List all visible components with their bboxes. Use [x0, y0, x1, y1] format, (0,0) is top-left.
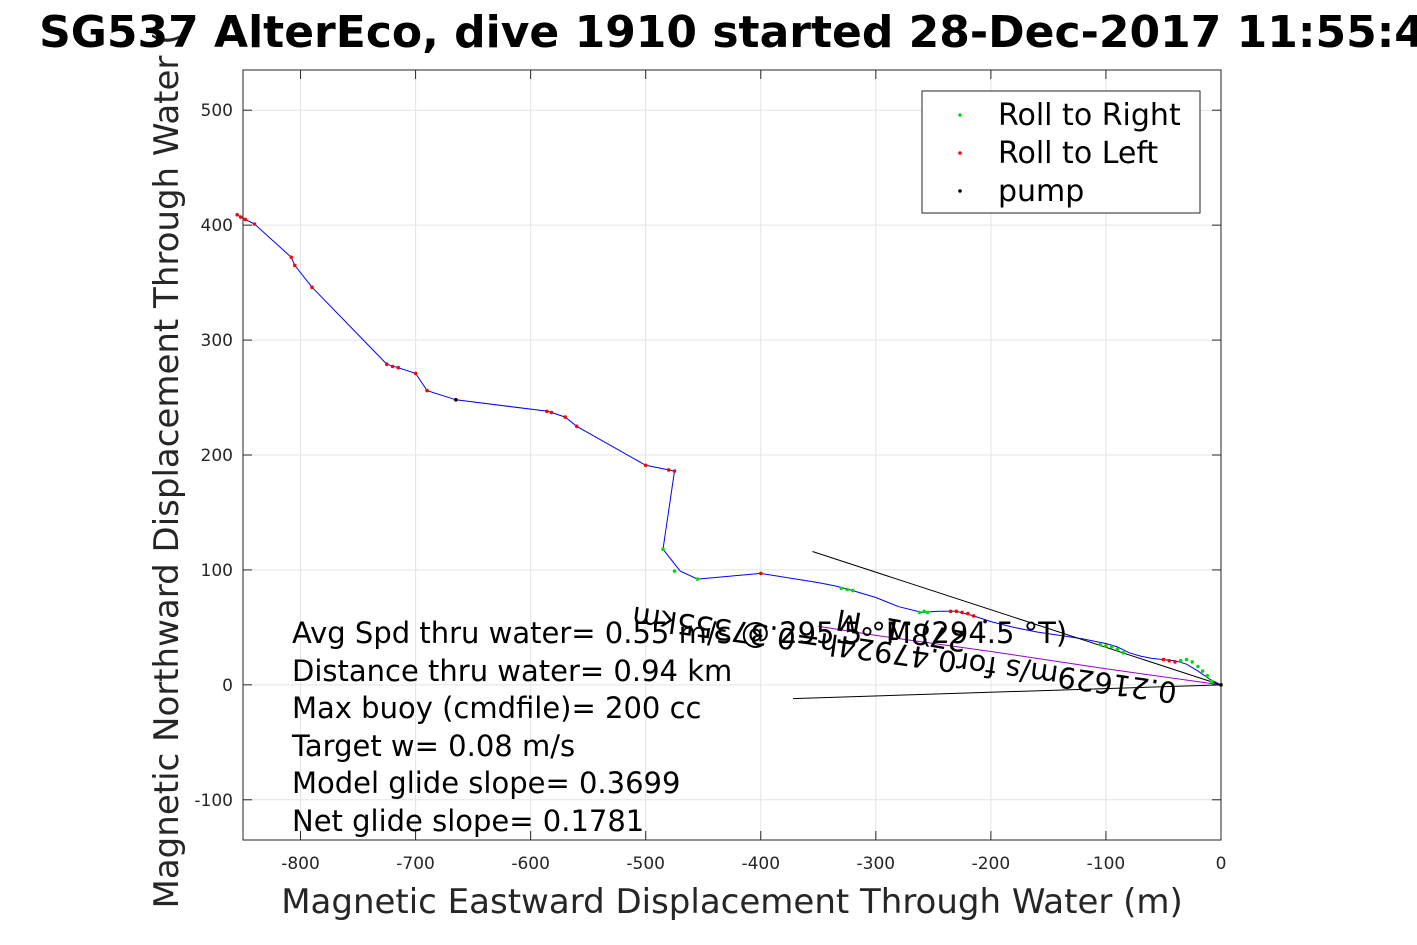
roll-to-left-point [549, 410, 554, 415]
legend-label-roll-left: Roll to Left [998, 136, 1158, 171]
roll-to-left-point [425, 388, 429, 393]
legend-label-pump: pump [998, 174, 1084, 209]
roll-to-left-point [310, 285, 314, 290]
roll-to-left-point [574, 424, 579, 429]
x-tick-label: -600 [511, 854, 550, 874]
y-tick-label: 0 [222, 676, 233, 696]
roll-to-left-point [390, 364, 395, 369]
reference-line-1-line [818, 625, 1222, 686]
roll-to-left-point [563, 415, 567, 419]
legend-label-roll-right: Roll to Right [998, 98, 1181, 133]
y-tick-label: 200 [201, 446, 233, 466]
legend-marker-roll-left [958, 151, 962, 155]
roll-to-right-point [1109, 645, 1114, 649]
legend-box [921, 90, 1201, 214]
roll-to-left-point [759, 571, 763, 576]
roll-to-left-point [1167, 658, 1171, 663]
roll-to-left-point [252, 222, 257, 226]
y-axis-title: Magnetic Northward Displacement Through … [147, 32, 187, 909]
roll-to-left-point [960, 610, 964, 615]
reference-line-2-line [812, 551, 1222, 686]
roll-to-left-point [385, 362, 389, 367]
y-tick-label: 300 [201, 331, 233, 351]
roll-to-left-point [954, 609, 959, 614]
roll-to-right-point [1104, 644, 1108, 648]
roll-to-right-point [917, 610, 922, 615]
roll-to-right-point [1210, 679, 1214, 684]
roll-to-left-point [413, 371, 418, 376]
roll-to-right-point [661, 547, 665, 551]
roll-to-left-point [396, 365, 401, 370]
roll-to-left-point [238, 215, 243, 219]
roll-to-left-point [243, 217, 248, 222]
y-tick-label: -100 [194, 791, 233, 811]
roll-to-right-point [1178, 658, 1183, 663]
roll-to-left-point [1161, 657, 1166, 662]
roll-to-right-point [1115, 647, 1120, 651]
legend: Roll to Right Roll to Left pump [921, 90, 1201, 214]
roll-to-right-point [922, 609, 926, 614]
x-tick-label: -700 [396, 854, 435, 874]
stat-target-w: Target w= 0.08 m/s [291, 729, 575, 763]
roll-to-left-point [235, 213, 239, 217]
stats-annotation: Avg Spd thru water= 0.55 m/s @ 295.5 °M … [291, 616, 1067, 838]
grid [243, 70, 1222, 840]
roll-to-right-point [1098, 642, 1102, 647]
roll-to-right-point [839, 586, 844, 591]
legend-marker-pump [958, 189, 962, 193]
pump-point [454, 398, 458, 402]
roll-to-right-point [1205, 673, 1209, 678]
pump-point [983, 619, 987, 624]
roll-to-right-point [1184, 657, 1189, 662]
pump-point [1219, 683, 1223, 687]
roll-to-right-point [1200, 669, 1205, 673]
roll-to-left-point [643, 463, 648, 468]
roll-to-left-point [971, 614, 976, 618]
y-tick-label: 500 [201, 101, 233, 121]
roll-to-right-point [695, 577, 700, 581]
roll-to-left-point [293, 263, 297, 268]
roll-to-left-point [545, 409, 549, 414]
stat-net-glide: Net glide slope= 0.1781 [292, 804, 644, 838]
x-tick-label: -300 [857, 854, 896, 874]
roll-to-left-point [966, 611, 970, 616]
roll-to-right-point [1121, 650, 1125, 655]
roll-to-right-point [925, 610, 930, 615]
reference-line-3-line [792, 684, 1222, 700]
legend-marker-roll-right [958, 113, 962, 117]
x-tick-label: -200 [972, 854, 1011, 874]
x-axis-title: Magnetic Eastward Displacement Through W… [281, 882, 1183, 922]
y-tick-label: 400 [201, 216, 233, 236]
roll-to-right-point [845, 587, 849, 592]
y-tick-labels: -100 0 100 200 300 400 500 [194, 101, 233, 811]
roll-to-left-point [1173, 660, 1177, 664]
roll-to-left-point [672, 469, 677, 473]
x-tick-label: -100 [1087, 854, 1126, 874]
roll-to-left-point [948, 609, 953, 614]
y-tick-label: 100 [201, 561, 233, 581]
x-tick-label: -500 [626, 854, 665, 874]
x-tick-label: -800 [281, 854, 320, 874]
stat-model-glide: Model glide slope= 0.3699 [292, 766, 680, 800]
chart-title: SG537 AlterEco, dive 1910 started 28-Dec… [39, 7, 1417, 58]
roll-to-right-point [1196, 664, 1200, 669]
series [235, 213, 1223, 700]
roll-to-left-point [666, 468, 671, 472]
roll-to-right-point [1190, 660, 1194, 664]
roll-to-right-point [672, 569, 677, 573]
x-tick-label: -400 [741, 854, 780, 874]
stat-max-buoy: Max buoy (cmdfile)= 200 cc [292, 691, 701, 725]
roll-to-right-point [851, 588, 855, 593]
roll-to-left-point [289, 255, 294, 260]
x-tick-label: 0 [1216, 854, 1227, 874]
stat-avg-speed: Avg Spd thru water= 0.55 m/s @ 295.5 °M … [292, 616, 1067, 650]
x-tick-labels: -800 -700 -600 -500 -400 -300 -200 -100 0 [281, 854, 1226, 874]
stat-distance: Distance thru water= 0.94 km [292, 654, 732, 688]
